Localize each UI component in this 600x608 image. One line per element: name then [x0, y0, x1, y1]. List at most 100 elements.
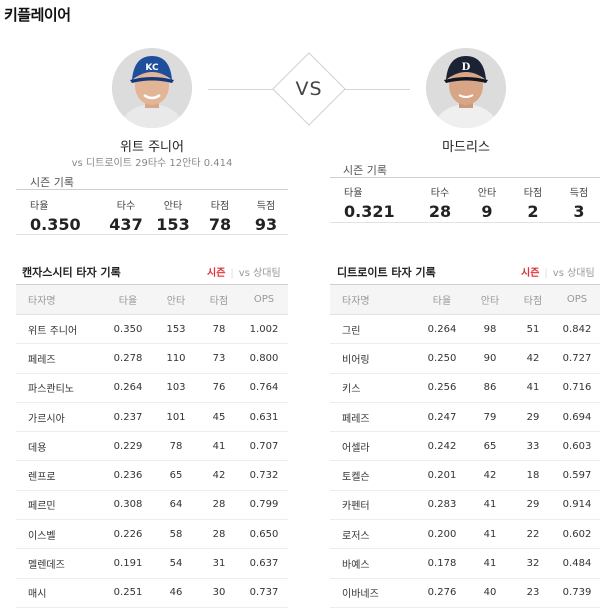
cell-player-name[interactable]: 이스벨	[16, 519, 102, 550]
tab-vs-opponent[interactable]: vs 상대팀	[238, 268, 281, 279]
table-row[interactable]: 매시 0.251 46 30 0.737	[16, 578, 288, 608]
table-row[interactable]: 페르민 0.308 64 28 0.799	[16, 490, 288, 521]
cell-player-name[interactable]: 가르시아	[16, 402, 102, 433]
table-row[interactable]: 로저스 0.200 41 22 0.602	[330, 519, 600, 550]
table-row[interactable]: 이바네즈 0.276 40 23 0.739	[330, 578, 600, 608]
cell-player-name[interactable]: 페르민	[16, 490, 102, 521]
stat-right-avg: 타율 0.321	[344, 184, 395, 221]
table-row[interactable]: 그린 0.264 98 51 0.842	[330, 314, 600, 345]
cell-ops: 0.597	[554, 460, 600, 491]
table-row[interactable]: 바예스 0.178 41 32 0.484	[330, 548, 600, 579]
cell-hits: 103	[154, 373, 198, 403]
player-right-avatar: D	[426, 48, 506, 128]
table-row[interactable]: 멜렌데즈 0.191 54 31 0.637	[16, 548, 288, 579]
cell-avg: 0.229	[102, 431, 154, 462]
cell-rbi: 41	[512, 373, 554, 403]
stat-left-ab: 타수 437	[106, 197, 146, 234]
cell-player-name[interactable]: 키스	[330, 373, 416, 403]
table-row[interactable]: 키스 0.256 86 41 0.716	[330, 373, 600, 403]
table-row[interactable]: 어셀라 0.242 65 33 0.603	[330, 431, 600, 462]
stat-label: 안타	[477, 188, 497, 199]
cell-hits: 98	[468, 314, 512, 345]
cell-ops: 0.602	[554, 519, 600, 550]
cell-avg: 0.283	[416, 490, 468, 521]
cell-player-name[interactable]: 비어링	[330, 343, 416, 374]
cell-player-name[interactable]: 매시	[16, 578, 102, 608]
stat-label: 타수	[116, 201, 136, 212]
cell-avg: 0.256	[416, 373, 468, 403]
table-row[interactable]: 데용 0.229 78 41 0.707	[16, 431, 288, 462]
col-header-ops: OPS	[240, 284, 288, 315]
table-row[interactable]: 페레즈 0.278 110 73 0.800	[16, 343, 288, 374]
stat-value: 437	[109, 215, 143, 234]
table-row[interactable]: 페레즈 0.247 79 29 0.694	[330, 402, 600, 433]
cell-rbi: 33	[512, 431, 554, 462]
cell-player-name[interactable]: 토켈슨	[330, 460, 416, 491]
player-right-name[interactable]: 마드리스	[442, 140, 490, 155]
cell-hits: 153	[154, 314, 198, 345]
cell-avg: 0.264	[416, 314, 468, 345]
cell-player-name[interactable]: 그린	[330, 314, 416, 345]
tab-season[interactable]: 시즌	[207, 268, 226, 279]
cell-hits: 54	[154, 548, 198, 579]
cell-avg: 0.350	[102, 314, 154, 345]
cell-hits: 65	[154, 460, 198, 491]
cell-ops: 0.650	[240, 519, 288, 550]
table-row[interactable]: 이스벨 0.226 58 28 0.650	[16, 519, 288, 550]
cell-rbi: 42	[512, 343, 554, 374]
cell-rbi: 32	[512, 548, 554, 579]
cell-player-name[interactable]: 위트 주니어	[16, 314, 102, 345]
stat-label: 득점	[256, 201, 276, 212]
cell-rbi: 18	[512, 460, 554, 491]
cell-player-name[interactable]: 파스콴티노	[16, 373, 102, 403]
tab-vs-opponent[interactable]: vs 상대팀	[552, 268, 595, 279]
det-batting-title: 디트로이트 타자 기록	[337, 266, 436, 279]
season-label-left: 시즌 기록	[30, 176, 74, 189]
player-left-name[interactable]: 위트 주니어	[120, 140, 184, 155]
stat-left-avg: 타율 0.350	[30, 197, 81, 234]
cell-player-name[interactable]: 카펜터	[330, 490, 416, 521]
stat-value: 28	[428, 202, 452, 221]
cell-rbi: 31	[198, 548, 240, 579]
table-row[interactable]: 카펜터 0.283 41 29 0.914	[330, 490, 600, 521]
table-row[interactable]: 파스콴티노 0.264 103 76 0.764	[16, 373, 288, 403]
cell-player-name[interactable]: 로저스	[330, 519, 416, 550]
cell-player-name[interactable]: 페레즈	[330, 402, 416, 433]
stat-label: 타점	[210, 201, 230, 212]
col-header-player: 타자명	[16, 284, 102, 315]
vs-label: VS	[295, 78, 323, 100]
cell-player-name[interactable]: 멜렌데즈	[16, 548, 102, 579]
cell-player-name[interactable]: 바예스	[330, 548, 416, 579]
table-row[interactable]: 토켈슨 0.201 42 18 0.597	[330, 460, 600, 491]
col-header-avg: 타율	[416, 284, 468, 315]
table-row[interactable]: 가르시아 0.237 101 45 0.631	[16, 402, 288, 433]
season-label-right: 시즌 기록	[343, 164, 387, 177]
cell-avg: 0.308	[102, 490, 154, 521]
cell-hits: 79	[468, 402, 512, 433]
cell-avg: 0.237	[102, 402, 154, 433]
cell-ops: 0.603	[554, 431, 600, 462]
stat-value: 9	[481, 202, 493, 221]
stat-left-runs: 득점 93	[246, 197, 286, 234]
cell-ops: 0.707	[240, 431, 288, 462]
vs-divider-right	[344, 89, 410, 90]
cell-avg: 0.201	[416, 460, 468, 491]
cell-hits: 58	[154, 519, 198, 550]
tab-season[interactable]: 시즌	[521, 268, 540, 279]
table-row[interactable]: 렌프로 0.236 65 42 0.732	[16, 460, 288, 491]
table-row[interactable]: 비어링 0.250 90 42 0.727	[330, 343, 600, 374]
tab-separator: |	[544, 268, 548, 279]
cell-ops: 1.002	[240, 314, 288, 345]
cell-player-name[interactable]: 이바네즈	[330, 578, 416, 608]
cell-player-name[interactable]: 어셀라	[330, 431, 416, 462]
table-header-row: 타자명 타율 안타 타점 OPS	[16, 284, 288, 315]
table-row[interactable]: 위트 주니어 0.350 153 78 1.002	[16, 314, 288, 345]
cell-player-name[interactable]: 렌프로	[16, 460, 102, 491]
cell-player-name[interactable]: 데용	[16, 431, 102, 462]
cell-avg: 0.178	[416, 548, 468, 579]
stat-value: 3	[573, 202, 585, 221]
cell-ops: 0.716	[554, 373, 600, 403]
cell-ops: 0.799	[240, 490, 288, 521]
cell-player-name[interactable]: 페레즈	[16, 343, 102, 374]
cell-ops: 0.764	[240, 373, 288, 403]
